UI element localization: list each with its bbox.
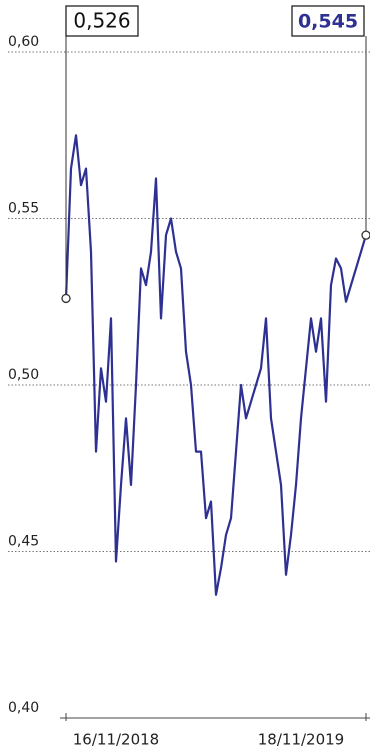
- value-label: 0,545: [298, 11, 358, 33]
- value-label: 0,526: [73, 9, 130, 33]
- data-line: [64, 134, 368, 596]
- y-tick-label: 0,60: [8, 34, 39, 50]
- value-box: [291, 5, 365, 37]
- end-point: [61, 293, 71, 304]
- y-tick-label: 0,55: [8, 201, 39, 217]
- x-tick-label: 16/11/2018: [73, 731, 159, 749]
- y-tick-label: 0,40: [8, 700, 39, 716]
- x-tick-label: 18/11/2019: [258, 731, 344, 749]
- y-tick-label: 0,50: [8, 367, 39, 383]
- value-box: [65, 5, 139, 37]
- y-tick-label: 0,45: [8, 534, 39, 550]
- end-point: [361, 230, 370, 240]
